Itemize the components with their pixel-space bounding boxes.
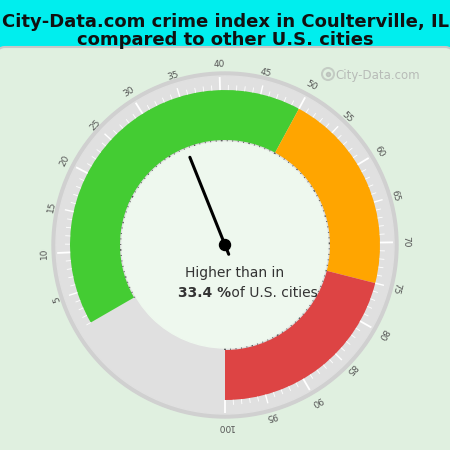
Text: 50: 50: [304, 79, 319, 93]
Wedge shape: [225, 271, 375, 400]
Text: City-Data.com crime index in Coulterville, IL: City-Data.com crime index in Coultervill…: [1, 13, 449, 31]
Text: 60: 60: [373, 144, 387, 158]
Text: 95: 95: [265, 410, 278, 422]
Text: 35: 35: [166, 70, 180, 82]
Circle shape: [220, 239, 230, 251]
Text: 40: 40: [213, 59, 225, 69]
Circle shape: [56, 76, 394, 414]
FancyBboxPatch shape: [0, 47, 450, 450]
Text: 70: 70: [401, 236, 410, 248]
FancyBboxPatch shape: [0, 50, 450, 450]
Text: City-Data.com: City-Data.com: [335, 68, 419, 81]
Text: 100: 100: [216, 422, 234, 431]
Text: 55: 55: [340, 110, 355, 124]
Circle shape: [122, 142, 328, 348]
Text: 65: 65: [389, 189, 401, 203]
Wedge shape: [275, 109, 380, 283]
Circle shape: [52, 72, 398, 418]
Text: 20: 20: [58, 154, 71, 168]
Text: compared to other U.S. cities: compared to other U.S. cities: [76, 31, 373, 49]
Text: 10: 10: [40, 248, 49, 260]
Text: 80: 80: [376, 327, 389, 341]
Text: of U.S. cities: of U.S. cities: [227, 286, 317, 300]
Text: 33.4 %: 33.4 %: [179, 286, 232, 300]
Text: 15: 15: [46, 200, 58, 213]
Text: 75: 75: [391, 282, 402, 295]
Text: 5: 5: [51, 295, 62, 303]
Text: Higher than in: Higher than in: [185, 266, 284, 280]
Text: 45: 45: [259, 67, 272, 78]
Wedge shape: [70, 90, 299, 323]
Text: 90: 90: [309, 395, 324, 408]
Text: 25: 25: [88, 117, 102, 132]
Text: 30: 30: [122, 85, 136, 99]
Text: 85: 85: [344, 362, 358, 376]
